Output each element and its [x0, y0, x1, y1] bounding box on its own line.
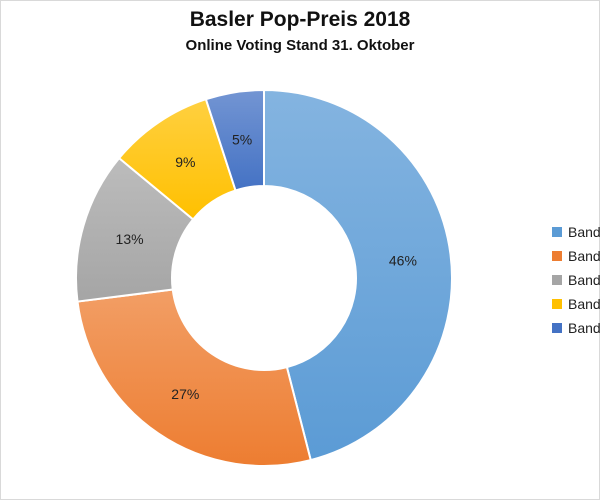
- legend-item-4: Band: [552, 292, 600, 316]
- legend-label-3: Band: [568, 272, 600, 288]
- legend-item-3: Band: [552, 268, 600, 292]
- donut-slice-2: [76, 288, 312, 467]
- legend-swatch-2: [552, 251, 562, 261]
- legend-item-5: Band: [552, 316, 600, 340]
- legend-swatch-3: [552, 275, 562, 285]
- chart-legend: Band Band Band Band Band: [552, 220, 600, 340]
- data-label-4: 9%: [175, 154, 195, 170]
- legend-label-4: Band: [568, 296, 600, 312]
- donut-slice-1: [263, 88, 453, 462]
- data-label-1: 46%: [389, 252, 417, 268]
- data-label-2: 27%: [171, 386, 199, 402]
- donut-slice-5: [204, 88, 265, 192]
- legend-item-1: Band: [552, 220, 600, 244]
- legend-swatch-4: [552, 299, 562, 309]
- chart-subtitle: Online Voting Stand 31. Oktober: [185, 37, 415, 54]
- legend-item-2: Band: [552, 244, 600, 268]
- legend-label-5: Band: [568, 320, 600, 336]
- data-label-5: 5%: [232, 132, 252, 148]
- chart-title: Basler Pop-Preis 2018: [189, 8, 411, 31]
- legend-swatch-1: [552, 227, 562, 237]
- legend-label-2: Band: [568, 248, 600, 264]
- legend-swatch-5: [552, 323, 562, 333]
- legend-label-1: Band: [568, 224, 600, 240]
- data-label-3: 13%: [116, 231, 144, 247]
